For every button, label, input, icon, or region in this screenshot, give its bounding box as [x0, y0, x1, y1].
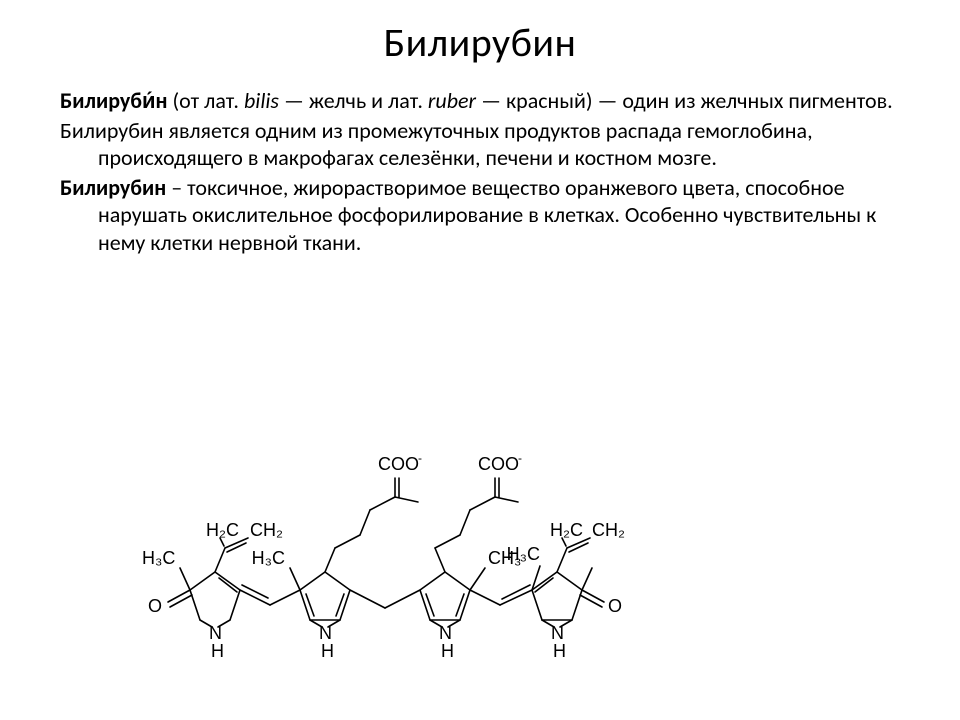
label-H: H: [211, 641, 224, 661]
label-H-C: H: [441, 641, 454, 661]
paragraph-1: Билируби́н (от лат. bilis — желчь и лат.…: [60, 87, 900, 115]
label-O-D: O: [608, 596, 622, 616]
label-H2C-A: H₂C: [206, 520, 239, 540]
chemical-structure: N H O H₃C CH₂ H₂C N H: [0, 430, 960, 690]
body-text: Билируби́н (от лат. bilis — желчь и лат.…: [60, 87, 900, 256]
paragraph-2: Билирубин является одним из промежуточны…: [60, 117, 900, 172]
label-minus-B: -: [418, 451, 422, 465]
label-H3C-D: H₃C: [507, 544, 540, 564]
label-H2C-D: H₂C: [550, 520, 583, 540]
label-CH2: CH₂: [250, 520, 283, 540]
label-O: O: [148, 596, 162, 616]
slide-title: Билирубин: [60, 18, 900, 67]
label-COO-C: COO: [478, 454, 519, 474]
label-CH2-D: CH₂: [592, 520, 625, 540]
label-COO-B: COO: [378, 454, 419, 474]
label-H-B: H: [321, 641, 334, 661]
paragraph-3: Билирубин – токсичное, жирорастворимое в…: [60, 174, 900, 257]
label-minus-C: -: [518, 451, 522, 465]
label-N: N: [209, 623, 222, 643]
label-H3C: H₃C: [142, 548, 175, 568]
label-H-D: H: [553, 641, 566, 661]
label-H3C-B: H₃C: [252, 548, 285, 568]
